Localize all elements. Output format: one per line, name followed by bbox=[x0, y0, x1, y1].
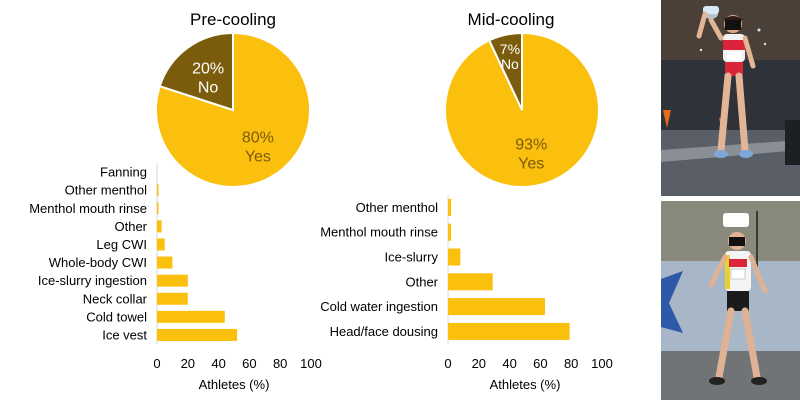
category-label-ice-vest-pre-cooling: Ice vest bbox=[102, 327, 147, 342]
pie-title-mid-cooling: Mid-cooling bbox=[468, 10, 555, 29]
x-tick-label-60-mid-cooling: 60 bbox=[533, 356, 547, 371]
bar-chart-pre-cooling: Fanning Other menthol Menthol mouth rinse O… bbox=[29, 163, 322, 392]
category-label-other-menthol-pre-cooling: Other menthol bbox=[65, 183, 147, 198]
x-tick-label-0-pre-cooling: 0 bbox=[153, 356, 160, 371]
bar-other-pre-cooling bbox=[157, 220, 162, 233]
category-label-ice-slurry-mid-cooling: Ice-slurry bbox=[385, 250, 439, 265]
bar-other-mid-cooling bbox=[448, 273, 493, 291]
category-label-ice-slurry-ingestion-pre-cooling: Ice-slurry ingestion bbox=[38, 273, 147, 288]
x-axis-label-mid-cooling: Athletes (%) bbox=[490, 377, 561, 392]
category-label-whole-body-cwi-pre-cooling: Whole-body CWI bbox=[49, 255, 147, 270]
pie-category-label-no-pre-cooling: No bbox=[198, 80, 219, 97]
pie-value-label-no-mid-cooling: 7% bbox=[500, 41, 520, 57]
photo-race-walker-pouring-water bbox=[661, 0, 800, 196]
category-label-menthol-mouth-rinse-mid-cooling: Menthol mouth rinse bbox=[320, 225, 438, 240]
category-label-neck-collar-pre-cooling: Neck collar bbox=[83, 291, 148, 306]
pie-chart-mid-cooling: Mid-cooling 93% Yes 7%No bbox=[444, 10, 600, 188]
category-label-leg-cwi-pre-cooling: Leg CWI bbox=[96, 237, 147, 252]
x-tick-label-60-pre-cooling: 60 bbox=[242, 356, 256, 371]
x-tick-label-20-pre-cooling: 20 bbox=[181, 356, 195, 371]
x-tick-label-40-pre-cooling: 40 bbox=[211, 356, 225, 371]
pie-value-label-no-pre-cooling: 20% bbox=[192, 61, 224, 78]
pie-category-label-yes-mid-cooling: Yes bbox=[518, 155, 544, 172]
x-tick-label-20-mid-cooling: 20 bbox=[472, 356, 486, 371]
x-tick-label-80-mid-cooling: 80 bbox=[564, 356, 578, 371]
bar-chart-mid-cooling: Other menthol Menthol mouth rinse Ice-slur… bbox=[320, 195, 613, 392]
x-tick-label-40-mid-cooling: 40 bbox=[502, 356, 516, 371]
category-label-other-mid-cooling: Other bbox=[405, 274, 438, 289]
pie-value-label-yes-mid-cooling: 93% bbox=[515, 136, 547, 153]
photo-race-walker-wearing-cooling-hat bbox=[661, 201, 800, 400]
bar-menthol-mouth-rinse-mid-cooling bbox=[448, 223, 452, 241]
bar-ice-vest-pre-cooling bbox=[157, 328, 238, 341]
category-label-other-pre-cooling: Other bbox=[114, 219, 147, 234]
bar-other-menthol-pre-cooling bbox=[157, 184, 159, 197]
pie-value-label-yes-pre-cooling: 80% bbox=[242, 129, 274, 146]
pie-slice-no-pre-cooling bbox=[158, 31, 234, 112]
pie-title-pre-cooling: Pre-cooling bbox=[190, 10, 276, 29]
category-label-menthol-mouth-rinse-pre-cooling: Menthol mouth rinse bbox=[29, 201, 147, 216]
category-label-cold-water-ingestion-mid-cooling: Cold water ingestion bbox=[320, 299, 438, 314]
bar-head-face-dousing-mid-cooling bbox=[448, 322, 570, 340]
pie-chart-pre-cooling: Pre-cooling 80% Yes 20% No bbox=[155, 10, 311, 188]
bar-whole-body-cwi-pre-cooling bbox=[157, 256, 173, 269]
bar-other-menthol-mid-cooling bbox=[448, 198, 452, 216]
bar-leg-cwi-pre-cooling bbox=[157, 238, 165, 251]
bar-menthol-mouth-rinse-pre-cooling bbox=[157, 202, 159, 215]
pie-category-label-yes-pre-cooling: Yes bbox=[245, 148, 271, 165]
x-axis-label-pre-cooling: Athletes (%) bbox=[199, 377, 270, 392]
category-label-cold-towel-pre-cooling: Cold towel bbox=[86, 309, 147, 324]
pie-slice-no-mid-cooling bbox=[487, 31, 523, 111]
x-tick-label-100-pre-cooling: 100 bbox=[300, 356, 322, 371]
bar-cold-towel-pre-cooling bbox=[157, 310, 225, 323]
bar-cold-water-ingestion-mid-cooling bbox=[448, 298, 546, 316]
x-tick-label-80-pre-cooling: 80 bbox=[273, 356, 287, 371]
category-label-head-face-dousing-mid-cooling: Head/face dousing bbox=[330, 324, 438, 339]
bar-neck-collar-pre-cooling bbox=[157, 292, 188, 305]
x-tick-label-0-mid-cooling: 0 bbox=[444, 356, 451, 371]
bar-ice-slurry-ingestion-pre-cooling bbox=[157, 274, 188, 287]
pie-category-label-no-mid-cooling: No bbox=[501, 56, 519, 72]
category-label-other-menthol-mid-cooling: Other menthol bbox=[356, 200, 438, 215]
x-tick-label-100-mid-cooling: 100 bbox=[591, 356, 613, 371]
bar-ice-slurry-mid-cooling bbox=[448, 248, 461, 266]
category-label-fanning-pre-cooling: Fanning bbox=[100, 165, 147, 180]
